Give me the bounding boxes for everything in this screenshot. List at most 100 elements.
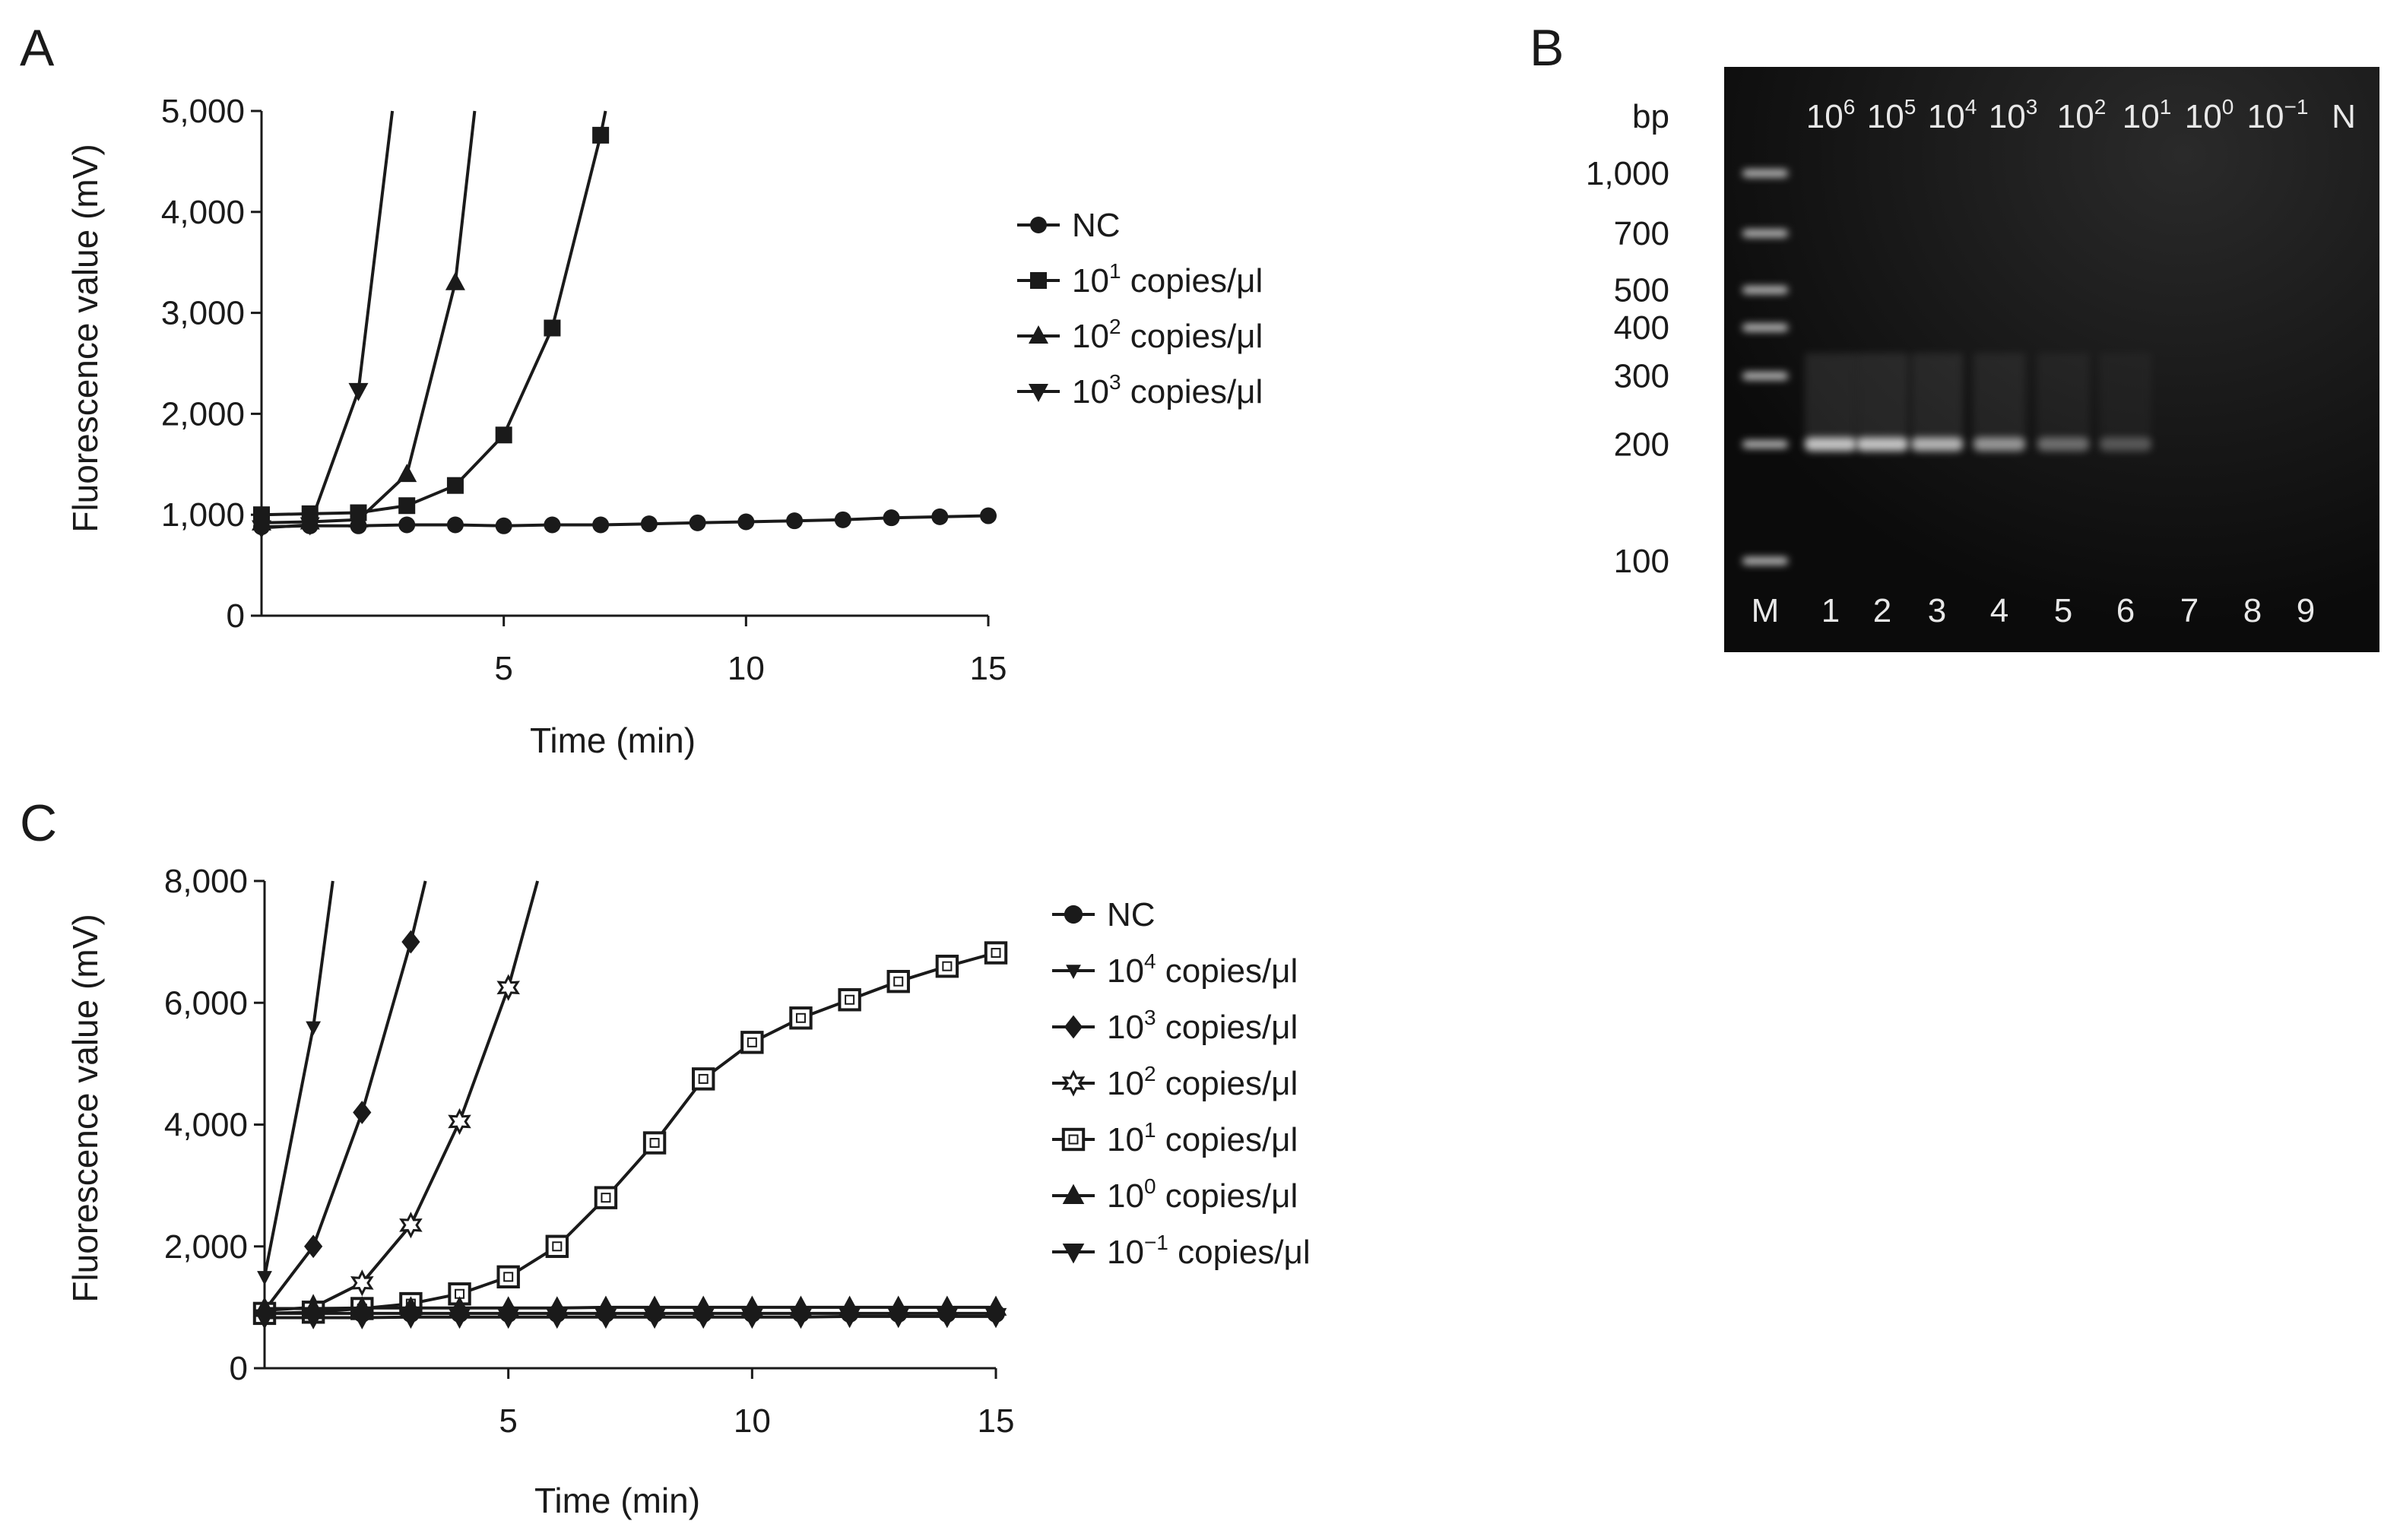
gel-image: 106 105 104 103 102 101 100 10−1 N M 1 2 3 4 5 6 7 8 9 [1724, 67, 2379, 652]
chartC-series-line [265, 1314, 996, 1320]
sample-smear [1856, 353, 1908, 445]
chartC-data-point [692, 1067, 715, 1091]
chartC-y-tick-label: 0 [230, 1350, 248, 1387]
chartC-legend-label: 104 copies/μl [1107, 949, 1298, 990]
chartC-legend-marker [1064, 1015, 1083, 1039]
chartA-series-line [261, 110, 607, 517]
chartC-data-point [400, 1308, 422, 1329]
chartC-data-point [935, 954, 959, 978]
gel-bp-header: bp [1632, 98, 1669, 135]
chartC-data-point [984, 941, 1008, 965]
chartC-y-tick-label: 8,000 [164, 863, 248, 900]
chartA-data-point [300, 517, 320, 536]
chartC-series-line [265, 1305, 996, 1310]
gel-concentration-label: 105 [1867, 95, 1917, 135]
chartC-data-point [399, 1212, 423, 1239]
chartC-x-tick-label: 10 [734, 1402, 771, 1440]
gel-lane-label: 4 [1990, 592, 2008, 629]
gel-lane-label: M [1752, 592, 1780, 629]
gel-lane-label: 7 [2180, 592, 2199, 629]
chart-c-y-axis-label: Fluorescence value (mV) [65, 914, 105, 1302]
chartC-data-point [302, 1309, 325, 1329]
chartC-data-point [740, 1031, 764, 1054]
sample-band [2100, 437, 2151, 452]
chartA-legend-item: 101 copies/μl [1017, 259, 1263, 299]
ladder-band [1742, 230, 1788, 237]
chartA-x-tick-label: 10 [728, 650, 765, 687]
chart-c: 0 2,000 4,000 6,000 8,000 5 10 15 Time (min) F… [65, 863, 1311, 1520]
chartC-legend-item: 102 copies/μl [1052, 1062, 1298, 1102]
gel-concentration-label: 104 [1928, 95, 1977, 135]
chart-c-y-ticks: 0 2,000 4,000 6,000 8,000 [164, 863, 248, 1387]
chart-a-x-axis-label: Time (min) [530, 721, 696, 760]
gel-lane-label: 1 [1821, 592, 1840, 629]
chartA-y-tick-label: 3,000 [161, 295, 245, 332]
chartC-legend-item: NC [1052, 896, 1156, 933]
gel-concentration-label: 102 [2057, 95, 2107, 135]
chartC-data-point [789, 1006, 813, 1030]
chartC-legend-marker [1062, 1244, 1085, 1264]
gel-concentration-label: 10−1 [2247, 95, 2309, 135]
chartA-data-point [348, 382, 369, 401]
chartA-data-point [689, 514, 706, 531]
chartC-data-point [496, 1265, 520, 1289]
chartA-data-point [495, 517, 512, 534]
chartA-data-point [446, 477, 464, 494]
ladder-band [1742, 557, 1788, 565]
chartA-series-1 [253, 110, 610, 524]
chartC-legend-item: 101 copies/μl [1052, 1118, 1298, 1158]
chartC-legend-label: 101 copies/μl [1107, 1118, 1298, 1158]
chartC-data-point [643, 1308, 666, 1329]
gel-lane-label: 5 [2054, 592, 2072, 629]
chartC-data-point [692, 1308, 715, 1329]
chartA-data-point [592, 126, 610, 144]
chartC-x-tick-label: 5 [499, 1402, 517, 1440]
chartA-legend-marker [1029, 384, 1048, 402]
chartC-data-point [936, 1307, 959, 1329]
chartC-series-line [263, 880, 427, 1312]
chartA-data-point [592, 516, 610, 534]
chartA-data-point [931, 508, 949, 525]
chartC-data-point [545, 1234, 569, 1258]
chartC-legend-label: 102 copies/μl [1107, 1062, 1298, 1102]
chart-a-series [252, 110, 997, 539]
panel-letter-b: B [1530, 19, 1564, 77]
chartC-data-point [887, 1307, 910, 1329]
chartC-legend-item: 103 copies/μl [1052, 1006, 1298, 1046]
chartC-legend-marker [1061, 1069, 1086, 1097]
chartA-legend-marker [1030, 272, 1047, 289]
chartA-legend-marker [1030, 217, 1047, 233]
chartC-legend-item: 104 copies/μl [1052, 949, 1298, 990]
chart-a: 0 1,000 2,000 3,000 4,000 5,000 5 10 15 Time (m… [65, 93, 1263, 760]
chartA-legend-marker [1029, 325, 1048, 344]
chartA-legend-label: 102 copies/μl [1072, 315, 1263, 355]
panel-letter-a: A [20, 19, 55, 77]
chartA-data-point [640, 515, 658, 533]
sample-band [1911, 437, 1963, 452]
chartC-legend-marker [1064, 905, 1083, 924]
chart-a-y-ticks: 0 1,000 2,000 3,000 4,000 5,000 [161, 93, 245, 635]
chartC-data-point [353, 1101, 372, 1124]
panel-letter-c: C [20, 794, 57, 852]
chartA-x-tick-label: 5 [494, 650, 512, 687]
chart-c-x-axis-label: Time (min) [534, 1481, 700, 1520]
chartA-legend-label: 103 copies/μl [1072, 370, 1263, 410]
chartC-data-point [886, 970, 910, 993]
chartC-legend-marker [1061, 1127, 1086, 1152]
chartC-data-point [401, 930, 420, 954]
chartC-data-point [496, 974, 521, 1001]
chartA-data-point [398, 497, 416, 515]
chartA-data-point [980, 507, 997, 524]
chart-a-x-ticks: 5 10 15 [494, 650, 1007, 687]
chartA-legend-item: 103 copies/μl [1017, 370, 1263, 410]
gel-concentration-label: 100 [2185, 95, 2234, 135]
chartC-data-point [838, 988, 861, 1012]
chartC-y-tick-label: 6,000 [164, 984, 248, 1022]
chartC-data-point [984, 1307, 1007, 1329]
chartA-data-point [737, 513, 755, 531]
chartA-y-tick-label: 0 [227, 597, 245, 635]
chartC-legend-label: 100 copies/μl [1107, 1174, 1298, 1215]
sample-band [1805, 437, 1856, 452]
